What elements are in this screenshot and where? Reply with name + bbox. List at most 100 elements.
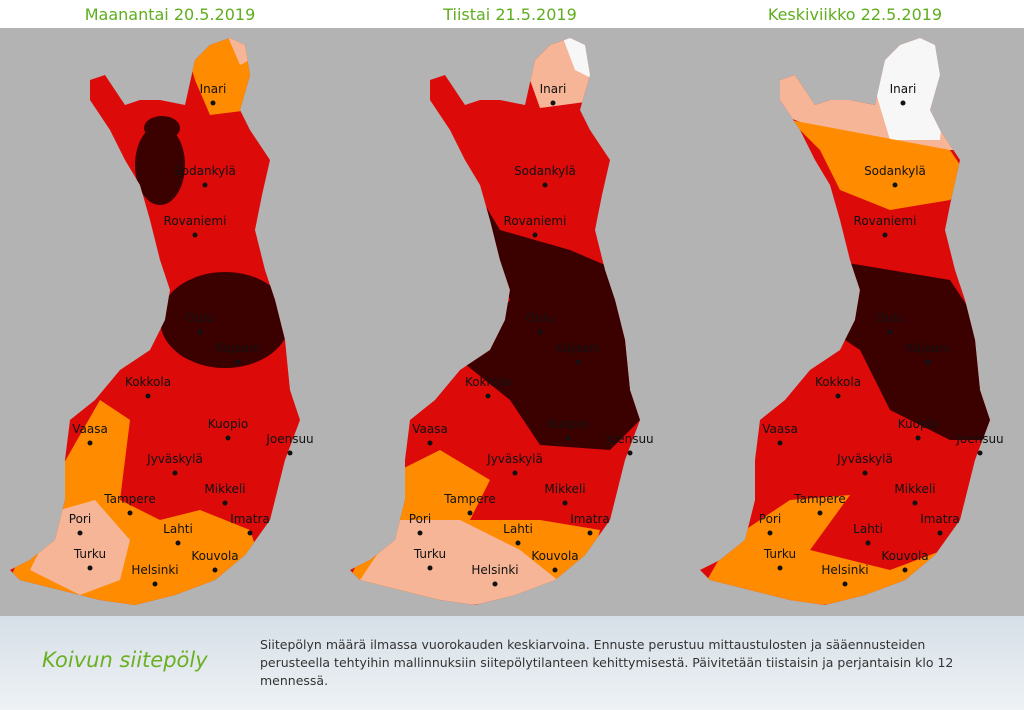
city-label: Tampere — [103, 492, 155, 506]
city-dot — [777, 565, 783, 571]
city-dot — [565, 435, 571, 441]
city-dot — [777, 440, 783, 446]
map-title: Keskiviikko 22.5.2019 — [768, 5, 942, 24]
city-dot — [627, 450, 633, 456]
city-dot — [87, 440, 93, 446]
city-label: Kuopio — [898, 417, 939, 431]
city-label: Turku — [413, 547, 446, 561]
city-label: Turku — [763, 547, 796, 561]
city-dot — [552, 567, 558, 573]
city-label: Mikkeli — [204, 482, 245, 496]
city-label: Helsinki — [471, 563, 518, 577]
city-label: Lahti — [503, 522, 533, 536]
city-dot — [562, 500, 568, 506]
city-dot — [925, 359, 931, 365]
city-dot — [235, 359, 241, 365]
city-label: Sodankylä — [864, 164, 926, 178]
city-label: Vaasa — [412, 422, 448, 436]
city-label: Imatra — [920, 512, 960, 526]
city-dot — [192, 232, 198, 238]
city-label: Imatra — [230, 512, 270, 526]
city-dot — [550, 100, 556, 106]
city-label: Rovaniemi — [854, 214, 917, 228]
city-label: Helsinki — [821, 563, 868, 577]
city-label: Jyväskylä — [146, 452, 203, 466]
city-dot — [912, 500, 918, 506]
city-label: Tampere — [793, 492, 845, 506]
city-dot — [977, 450, 983, 456]
city-dot — [902, 567, 908, 573]
city-dot — [865, 540, 871, 546]
city-label: Kouvola — [531, 549, 578, 563]
footer: Koivun siitepöly Siitepölyn määrä ilmass… — [0, 616, 1024, 710]
city-dot — [197, 329, 203, 335]
city-label: Lahti — [163, 522, 193, 536]
city-dot — [882, 232, 888, 238]
city-label: Inari — [890, 82, 917, 96]
city-label: Oulu — [876, 311, 904, 325]
city-dot — [575, 359, 581, 365]
city-dot — [287, 450, 293, 456]
city-label: Oulu — [186, 311, 214, 325]
city-label: Sodankylä — [514, 164, 576, 178]
city-label: Inari — [540, 82, 567, 96]
city-label: Vaasa — [762, 422, 798, 436]
footer-text: Siitepölyn määrä ilmassa vuorokauden kes… — [260, 637, 954, 688]
city-dot — [145, 393, 151, 399]
city-label: Joensuu — [605, 432, 653, 446]
city-label: Pori — [69, 512, 91, 526]
city-label: Inari — [200, 82, 227, 96]
city-dot — [210, 100, 216, 106]
city-dot — [77, 530, 83, 536]
city-dot — [225, 435, 231, 441]
city-label: Turku — [73, 547, 106, 561]
city-dot — [532, 232, 538, 238]
city-dot — [892, 182, 898, 188]
city-label: Mikkeli — [894, 482, 935, 496]
city-label: Kouvola — [191, 549, 238, 563]
city-dot — [817, 510, 823, 516]
city-label: Pori — [759, 512, 781, 526]
city-dot — [485, 393, 491, 399]
city-label: Joensuu — [955, 432, 1003, 446]
city-label: Helsinki — [131, 563, 178, 577]
city-dot — [467, 510, 473, 516]
city-dot — [172, 470, 178, 476]
city-dot — [842, 581, 848, 587]
city-label: Rovaniemi — [504, 214, 567, 228]
city-label: Sodankylä — [174, 164, 236, 178]
city-label: Kuopio — [548, 417, 589, 431]
city-label: Kuopio — [208, 417, 249, 431]
city-dot — [427, 440, 433, 446]
city-dot — [212, 567, 218, 573]
city-dot — [152, 581, 158, 587]
city-label: Kajaani — [216, 341, 260, 355]
city-dot — [587, 530, 593, 536]
city-dot — [515, 540, 521, 546]
city-dot — [542, 182, 548, 188]
city-label: Kokkola — [465, 375, 511, 389]
city-dot — [222, 500, 228, 506]
city-label: Joensuu — [265, 432, 313, 446]
city-label: Lahti — [853, 522, 883, 536]
city-label: Jyväskylä — [486, 452, 543, 466]
city-dot — [900, 100, 906, 106]
city-dot — [937, 530, 943, 536]
city-dot — [247, 530, 253, 536]
city-label: Vaasa — [72, 422, 108, 436]
city-label: Kokkola — [125, 375, 171, 389]
city-label: Kouvola — [881, 549, 928, 563]
city-dot — [492, 581, 498, 587]
map-title: Maanantai 20.5.2019 — [85, 5, 256, 24]
city-label: Kajaani — [906, 341, 950, 355]
city-dot — [887, 329, 893, 335]
city-dot — [202, 182, 208, 188]
city-label: Kokkola — [815, 375, 861, 389]
city-label: Pori — [409, 512, 431, 526]
city-label: Kajaani — [556, 341, 600, 355]
city-dot — [417, 530, 423, 536]
city-dot — [835, 393, 841, 399]
city-dot — [767, 530, 773, 536]
maps: Maanantai 20.5.2019 Inari Sodankylä Rovanie… — [0, 5, 1024, 616]
